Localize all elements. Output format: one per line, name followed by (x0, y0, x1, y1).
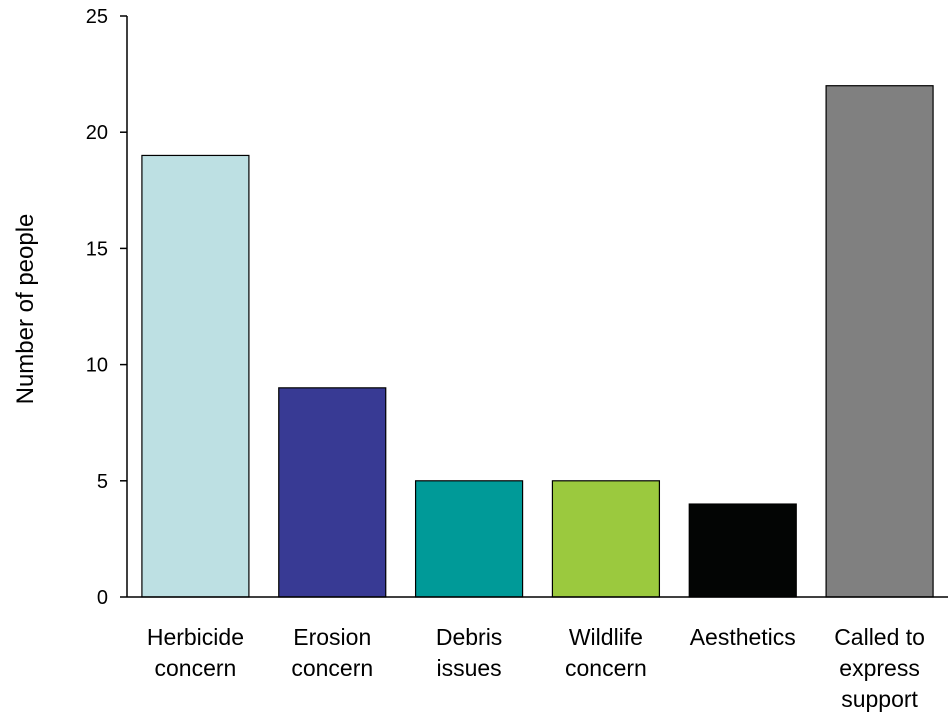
y-tick-label: 5 (97, 471, 108, 493)
x-category-label: Debris issues (436, 624, 502, 681)
x-category-label-line: concern (155, 655, 237, 681)
bar (278, 387, 387, 598)
x-category-label: Herbicide concern (147, 624, 244, 681)
y-tick-label: 0 (97, 587, 108, 609)
x-category-label-line: express (839, 655, 920, 681)
x-axis-labels: Herbicide concern Erosion concern Debris issu… (147, 624, 925, 712)
bar (551, 480, 661, 598)
y-tick-label: 25 (86, 6, 108, 28)
x-category-label: Called to express support (834, 624, 925, 712)
y-axis: 0 5 10 15 20 25 (86, 6, 128, 609)
x-category-label-line: concern (565, 655, 647, 681)
x-category-label-line: Wildlife (569, 624, 643, 650)
bar (414, 480, 524, 598)
x-category-label: Wildlife concern (565, 624, 647, 681)
x-category-label-line: Aesthetics (690, 624, 796, 650)
bar (688, 503, 797, 598)
bar (825, 85, 934, 598)
x-category-label-line: issues (436, 655, 501, 681)
y-tick-label: 20 (86, 122, 108, 144)
bar (141, 154, 250, 598)
x-category-label: Aesthetics (690, 624, 796, 650)
y-axis-title: Number of people (12, 214, 39, 405)
bars (141, 85, 934, 598)
x-category-label-line: Herbicide (147, 624, 244, 650)
x-category-label-line: Erosion (293, 624, 371, 650)
y-tick-label: 15 (86, 238, 108, 260)
x-category-label-line: Debris (436, 624, 502, 650)
x-category-label-line: Called to (834, 624, 925, 650)
x-category-label-line: support (841, 686, 918, 712)
x-category-label-line: concern (291, 655, 373, 681)
x-category-label: Erosion concern (291, 624, 373, 681)
y-tick-label: 10 (86, 355, 108, 377)
